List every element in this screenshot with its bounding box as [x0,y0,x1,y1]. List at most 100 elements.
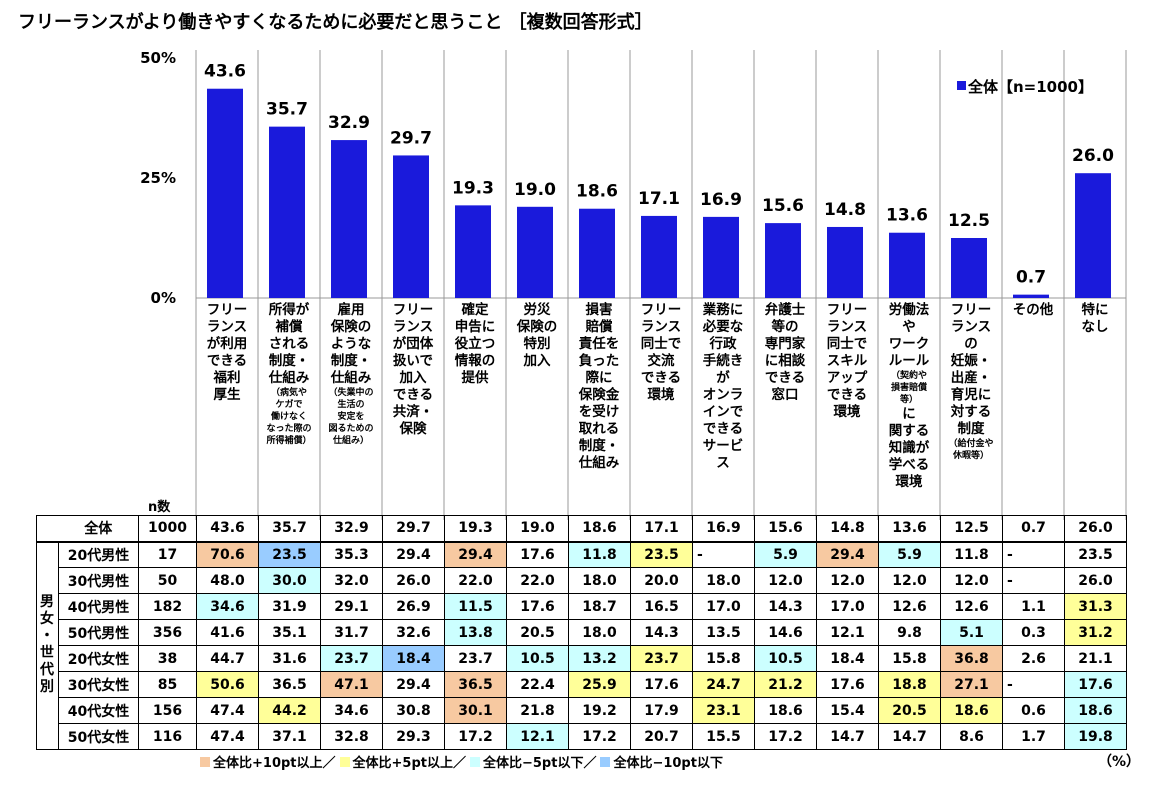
bar [827,226,863,298]
bar-value-label: 16.9 [700,190,742,210]
row-n-count: 356 [138,619,197,646]
legend-swatch [469,756,480,767]
table-cell: 21.1 [1064,645,1127,672]
category-label: 所得が 補償 される 制度・ 仕組み （病気や ケガで 働けなく なった際の 所得… [266,302,312,446]
row-label: 50代女性 [58,723,139,750]
table-cell: 15.6 [754,515,817,543]
table-cell: 17.6 [1064,671,1127,698]
table-cell: 19.0 [506,515,569,543]
table-row: 30代男性 50 48.0 30.0 32.0 26.0 22.0 22.0 18.0 20.0 1… [36,567,1127,594]
table-cell: 14.8 [816,515,879,543]
table-cell: - [1002,541,1065,568]
category-label: その他 [1012,302,1054,318]
table-cell: 17.2 [444,723,507,750]
legend-item: 全体比+5pt以上／ [339,752,466,771]
bar [765,223,801,298]
bar-value-label: 12.5 [948,211,990,231]
table-cell: 1.1 [1002,593,1065,620]
bar-value-label: 14.8 [824,200,866,220]
bar [1013,294,1049,298]
crosstab-table: 全体 1000 43.6 35.7 32.9 29.7 19.3 19.0 18.6 17.1 16… [36,515,1127,750]
bar-value-label: 29.7 [390,128,432,148]
table-cell: 29.3 [382,723,445,750]
table-cell: 43.6 [196,515,259,543]
table-cell: 29.4 [382,671,445,698]
table-cell: 12.0 [878,567,941,594]
table-cell: 5.1 [940,619,1003,646]
table-cell: 18.4 [382,645,445,672]
table-cell: 18.6 [754,697,817,724]
table-cell: 17.9 [630,697,693,724]
table-cell: 18.4 [816,645,879,672]
table-cell: 37.1 [258,723,321,750]
table-cell: 14.7 [878,723,941,750]
legend-item: 全体比+10pt以上／ [200,752,336,771]
bar-value-label: 0.7 [1016,268,1046,288]
bar [269,126,305,298]
category-label: 特に なし [1081,302,1109,335]
row-n-count: 156 [138,697,197,724]
table-cell: 18.8 [878,671,941,698]
table-cell: 30.1 [444,697,507,724]
table-cell: 12.1 [816,619,879,646]
category-label: 損害 賠償 責任を 負った 際に 保険金 を受け 取れる 制度・ 仕組み [578,302,620,471]
table-cell: 11.8 [940,541,1003,568]
category-label: 業務に 必要な 行政 手続き が オンラ インで できる サービ ス [702,302,744,471]
table-cell: 23.5 [1064,541,1127,568]
table-cell: 23.1 [692,697,755,724]
n-count-header: n数 [148,500,171,515]
row-label: 20代男性 [58,541,139,568]
table-cell: 18.6 [1064,697,1127,724]
table-cell: 18.0 [692,567,755,594]
chart-legend: 全体【n=1000】 [957,78,1093,96]
table-cell: 31.6 [258,645,321,672]
row-n-count: 85 [138,671,197,698]
table-cell: 31.3 [1064,593,1127,620]
table-cell: 0.3 [1002,619,1065,646]
table-cell: 13.2 [568,645,631,672]
category-label: フリー ランス が団体 扱いで 加入 できる 共済・ 保険 [392,302,434,437]
category-label: フリー ランス の 妊娠・ 出産・ 育児に 対する 制度 （給付金や 休暇等） [948,302,994,461]
row-label: 20代女性 [58,645,139,672]
legend-text: 全体比−5pt以下／ [482,756,597,771]
table-cell: 47.1 [320,671,383,698]
group-cell [36,515,59,543]
table-cell: 36.5 [258,671,321,698]
y-tick-label: 0% [151,289,176,307]
table-cell: 18.6 [568,515,631,543]
bar-value-label: 43.6 [204,62,246,82]
table-cell: 19.8 [1064,723,1127,750]
table-cell: 15.5 [692,723,755,750]
category-label: 労災 保険の 特別 加入 [516,302,558,369]
y-tick-label: 50% [140,49,176,67]
category-label: 確定 申告に 役立つ 情報の 提供 [454,302,496,386]
table-cell: 5.9 [878,541,941,568]
bar-value-label: 17.1 [638,189,680,209]
bar [517,206,553,298]
table-cell: 23.7 [630,645,693,672]
bar-chart: 50% 25% 0% 43.6 35.7 32.9 29.7 19.3 19.0 18.6 17.… [140,49,1127,520]
table-cell: 15.8 [692,645,755,672]
legend-text: 全体比−10pt以下 [613,756,723,771]
legend-swatch [339,756,350,767]
row-label: 40代男性 [58,593,139,620]
chart-title: フリーランスがより働きやすくなるために必要だと思うこと ［複数回答形式］ [18,12,653,33]
category-label: フリー ランス 同士で スキル アップ できる 環境 [826,302,868,420]
highlight-legend: 全体比+10pt以上／ 全体比+5pt以上／ 全体比−5pt以下／ 全体比−10pt以… [200,752,727,771]
table-cell: 47.4 [196,723,259,750]
table-cell: 0.6 [1002,697,1065,724]
table-cell: 17.0 [692,593,755,620]
table-cell: 34.6 [196,593,259,620]
table-cell: 12.1 [506,723,569,750]
table-cell: 18.0 [568,567,631,594]
table-cell: 32.9 [320,515,383,543]
table-cell: 31.9 [258,593,321,620]
table-cell: 2.6 [1002,645,1065,672]
bar-value-label: 19.3 [452,178,494,198]
table-cell: 17.0 [816,593,879,620]
table-cell: 12.0 [940,567,1003,594]
table-cell: 11.5 [444,593,507,620]
bar [703,216,739,298]
table-cell: 0.7 [1002,515,1065,543]
bars [207,88,1111,298]
